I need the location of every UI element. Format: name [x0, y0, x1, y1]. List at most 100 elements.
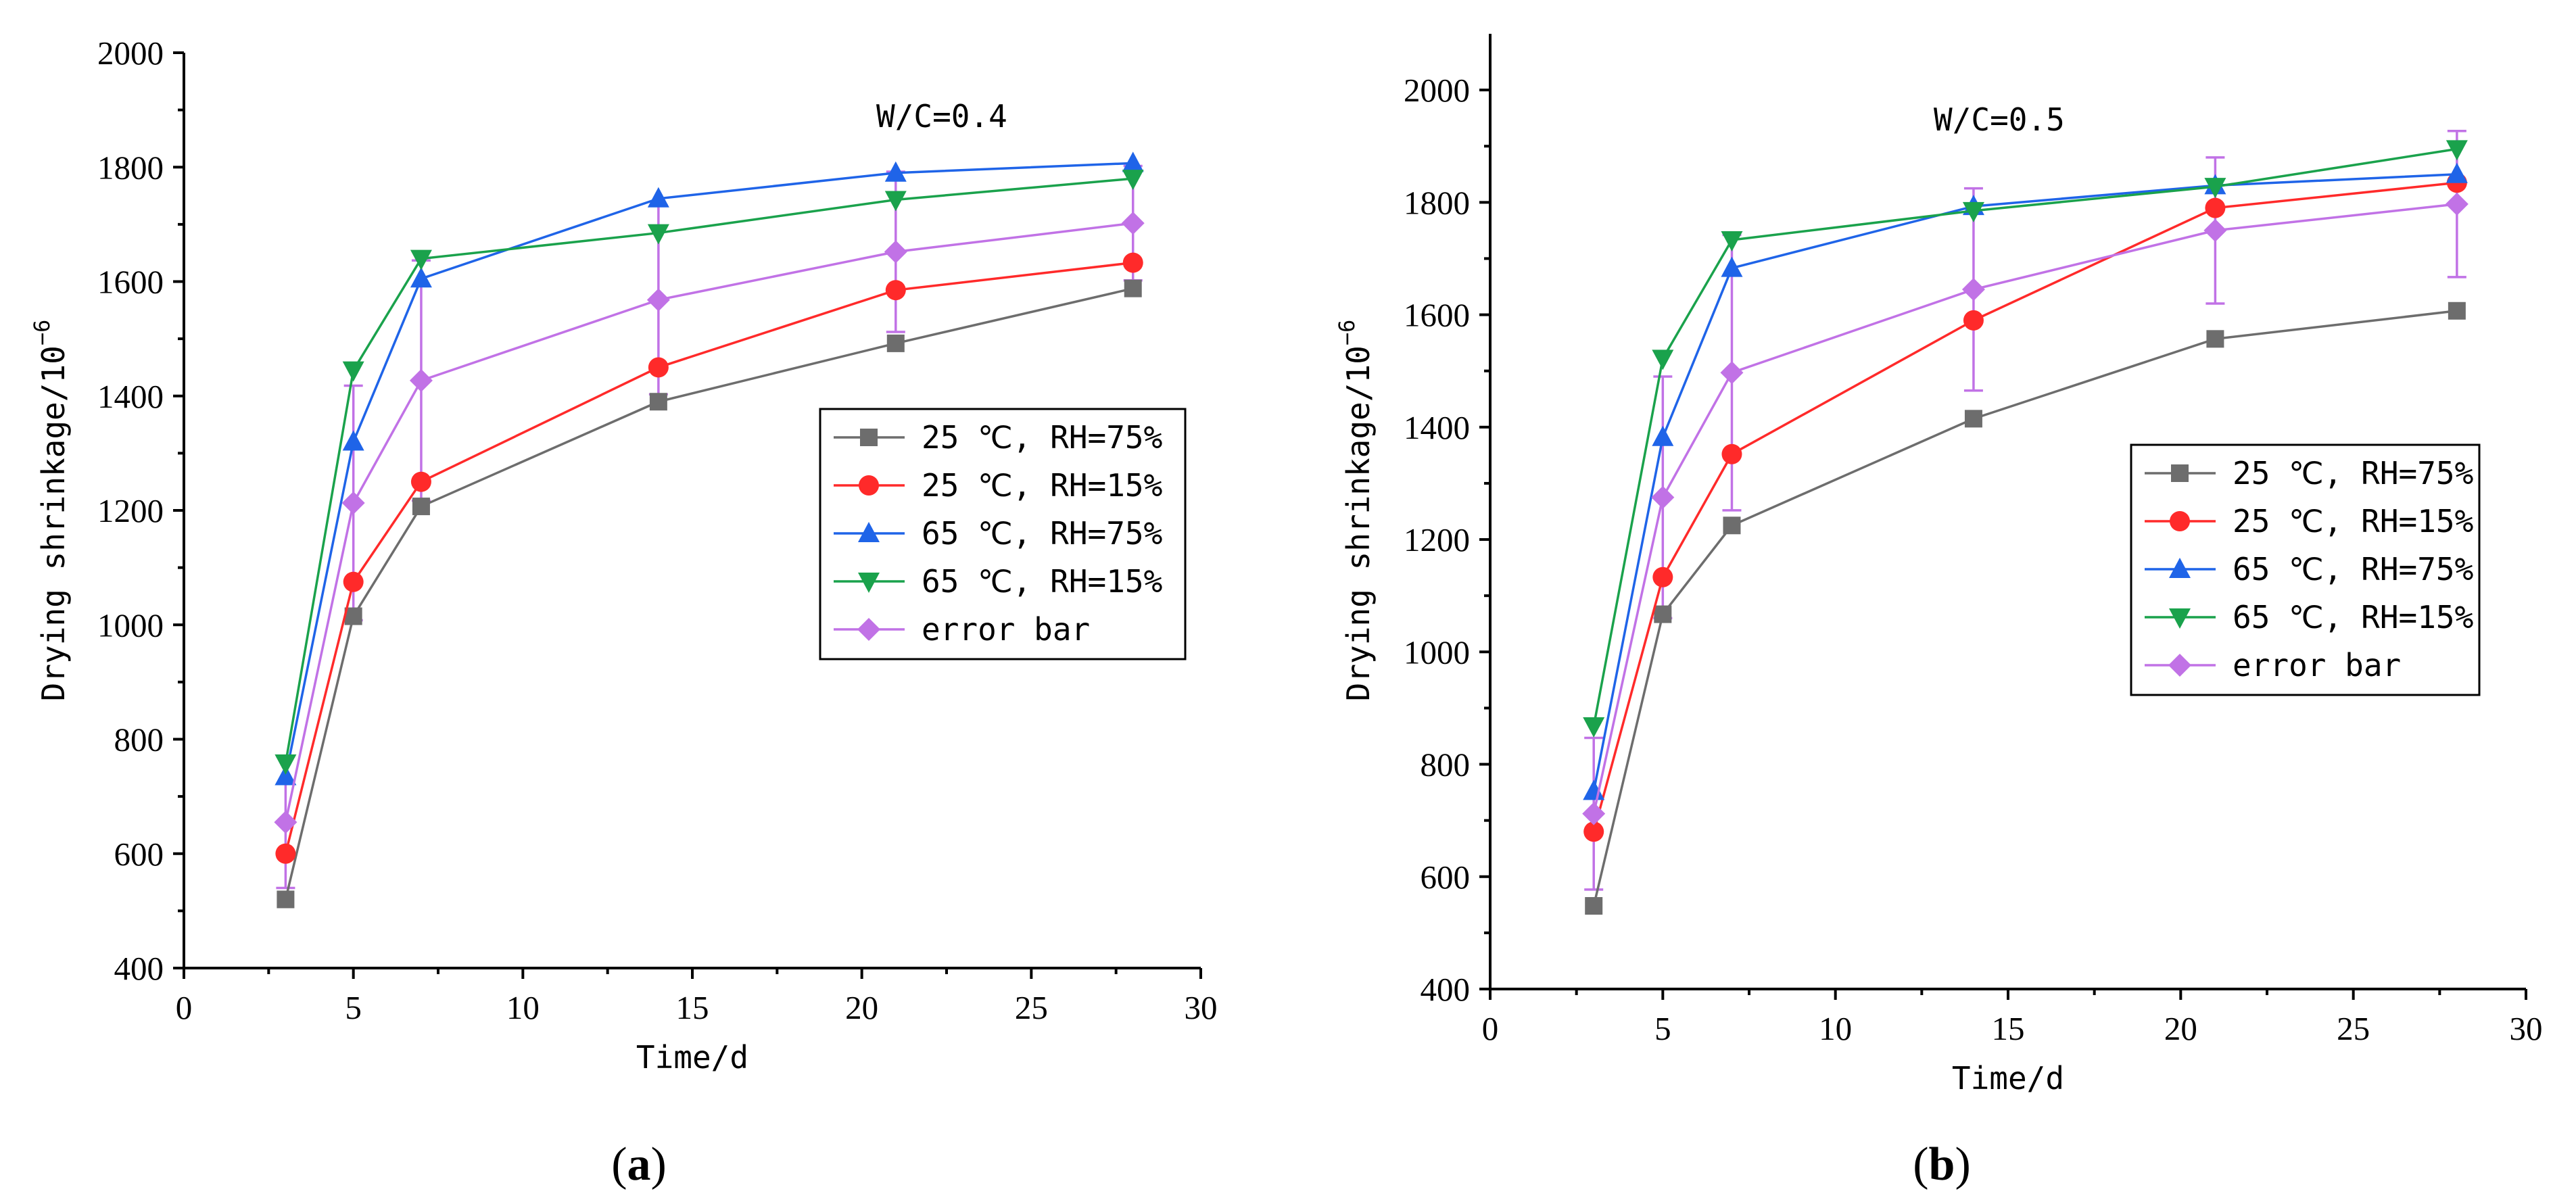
- y-tick-label: 600: [114, 836, 164, 873]
- series-1: [275, 252, 1143, 864]
- series-2: [1583, 162, 2468, 800]
- legend-marker: [859, 475, 879, 496]
- legend-label: 25 ℃, RH=15%: [922, 467, 1162, 504]
- legend-item: error bar: [834, 611, 1090, 648]
- data-point: [1651, 485, 1675, 509]
- x-tick-label: 30: [2510, 1010, 2543, 1047]
- data-point: [648, 357, 669, 378]
- data-point: [341, 491, 365, 514]
- y-tick-label: 1800: [1404, 184, 1470, 221]
- data-point: [2448, 302, 2466, 320]
- y-tick-label: 800: [1421, 746, 1471, 784]
- annotation-wc-ratio: W/C=0.4: [876, 98, 1007, 135]
- x-tick-label: 5: [345, 989, 362, 1026]
- data-point: [274, 811, 297, 834]
- legend-label: 65 ℃, RH=75%: [922, 515, 1162, 552]
- panel-label: (a): [611, 1138, 667, 1190]
- data-point: [1652, 350, 1674, 370]
- data-point: [342, 361, 364, 382]
- legend-label: 65 ℃, RH=15%: [922, 563, 1162, 600]
- legend-label: error bar: [922, 611, 1090, 648]
- y-tick-label: 400: [114, 950, 164, 987]
- data-point: [884, 240, 907, 264]
- legend: 25 ℃, RH=75% 25 ℃, RH=15% 65 ℃, RH=75% 65 ℃…: [819, 408, 1187, 660]
- x-tick-label: 15: [676, 989, 709, 1026]
- y-tick-label: 1400: [1404, 409, 1470, 446]
- y-axis-title: Drying shrinkage/10−6: [29, 320, 72, 702]
- series-line: [284, 177, 1133, 764]
- legend: 25 ℃, RH=75% 25 ℃, RH=15% 65 ℃, RH=75% 65 ℃…: [2130, 443, 2481, 696]
- chart-panel-b: 0 5 10 15 20 25 30 400 600 800 1000 1200 1400 1600 180…: [1334, 34, 2543, 1190]
- data-point: [1654, 605, 1672, 623]
- data-point: [1122, 151, 1144, 172]
- data-point: [275, 754, 297, 775]
- y-axis-title: Drying shrinkage/10−6: [1334, 320, 1377, 702]
- annotation-wc-ratio: W/C=0.5: [1934, 101, 2065, 138]
- x-tick-label: 20: [2164, 1010, 2197, 1047]
- y-tick-label: 600: [1421, 859, 1471, 896]
- data-point: [646, 288, 670, 312]
- panel-label-letter: b: [1929, 1138, 1955, 1190]
- data-point: [1583, 717, 1605, 738]
- y-tick-label: 1000: [1404, 633, 1470, 671]
- series-line: [1592, 147, 2458, 727]
- legend-item: 65 ℃, RH=15%: [2145, 599, 2473, 635]
- y-tick-label: 2000: [97, 34, 164, 72]
- x-tick-label: 20: [845, 989, 878, 1026]
- data-point: [649, 393, 667, 411]
- data-point: [1721, 231, 1743, 252]
- legend-item: 25 ℃, RH=75%: [2145, 455, 2473, 491]
- legend-marker: [858, 573, 880, 593]
- data-point: [275, 843, 296, 864]
- y-axis-title-main: Drying shrinkage/10: [1340, 345, 1377, 701]
- panel-label-open: (: [1913, 1138, 1928, 1190]
- series-line: [284, 162, 1133, 777]
- legend-marker: [2170, 511, 2190, 531]
- series-2: [275, 151, 1144, 786]
- series-3: [275, 170, 1144, 775]
- series-line: [1592, 310, 2458, 907]
- x-axis-title: Time/d: [1952, 1060, 2064, 1097]
- data-point: [1652, 567, 1673, 587]
- x-tick-label: 25: [2337, 1010, 2370, 1047]
- legend-label: 25 ℃, RH=75%: [2233, 455, 2473, 491]
- data-point: [2203, 218, 2227, 242]
- y-tick-label: 1200: [97, 492, 164, 529]
- data-point: [412, 498, 430, 516]
- legend-item: 65 ℃, RH=15%: [834, 563, 1162, 600]
- series-line: [284, 222, 1133, 823]
- legend-marker: [2171, 464, 2189, 482]
- data-point: [343, 571, 364, 592]
- data-point: [344, 607, 362, 625]
- x-tick-label: 5: [1654, 1010, 1671, 1047]
- legend-marker: [858, 522, 880, 542]
- y-tick-label: 400: [1421, 971, 1471, 1008]
- data-point: [409, 368, 433, 392]
- legend-label: error bar: [2233, 647, 2401, 683]
- data-point: [1721, 443, 1742, 464]
- legend-marker: [2168, 654, 2191, 677]
- series-0: [277, 279, 1142, 909]
- series-line: [1592, 203, 2458, 815]
- data-point: [1720, 361, 1744, 385]
- data-point: [2445, 192, 2468, 216]
- panel-label-open: (: [611, 1138, 627, 1190]
- data-point: [1964, 410, 1982, 428]
- data-point: [2204, 178, 2226, 199]
- legend-label: 25 ℃, RH=15%: [2233, 503, 2473, 539]
- data-point: [1721, 256, 1743, 277]
- data-point: [647, 187, 669, 208]
- x-tick-label: 30: [1185, 989, 1218, 1026]
- legend-item: 65 ℃, RH=75%: [834, 515, 1162, 552]
- x-tick-label: 0: [176, 989, 193, 1026]
- series-4: [1582, 192, 2468, 825]
- data-point: [1124, 279, 1142, 297]
- series-line: [284, 261, 1133, 854]
- data-point: [342, 430, 364, 451]
- legend-marker: [2169, 608, 2191, 629]
- series-line: [284, 287, 1134, 900]
- y-axis-title-superscript: −6: [29, 320, 55, 346]
- data-point: [1963, 310, 1984, 331]
- y-tick-label: 1600: [97, 264, 164, 301]
